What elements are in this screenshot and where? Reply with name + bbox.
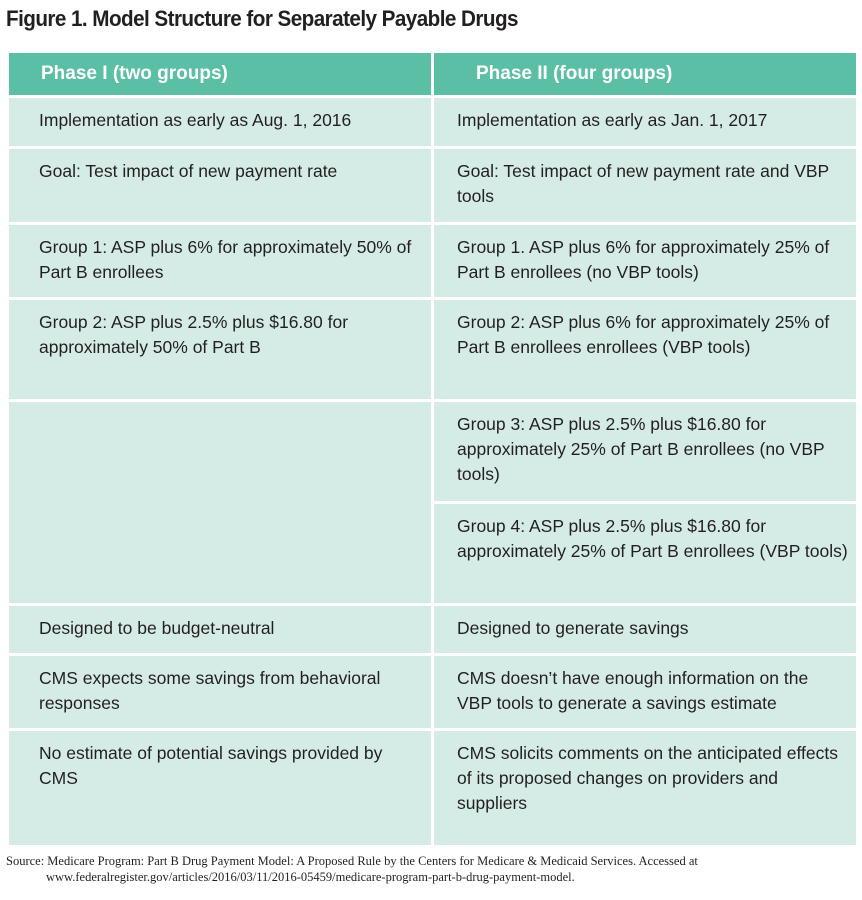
table-row: Group 3: ASP plus 2.5% plus $16.80 for a… <box>9 402 856 603</box>
phase-2-cell: Designed to generate savings <box>434 606 856 653</box>
table-row: Group 1: ASP plus 6% for approximately 5… <box>9 225 856 297</box>
phase-2-cell: Goal: Test impact of new payment rate an… <box>434 149 856 222</box>
header-phase-2: Phase II (four groups) <box>434 53 856 95</box>
phase-1-empty-cell <box>9 402 431 603</box>
header-phase-1: Phase I (two groups) <box>9 53 431 95</box>
phase-1-cell: No estimate of potential savings provide… <box>9 731 431 845</box>
table-row: Group 2: ASP plus 2.5% plus $16.80 for a… <box>9 300 856 399</box>
table-row: No estimate of potential savings provide… <box>9 731 856 845</box>
phase-1-cell: CMS expects some savings from behavioral… <box>9 656 431 728</box>
phase-1-cell: Designed to be budget-neutral <box>9 606 431 653</box>
phase-1-cell: Goal: Test impact of new payment rate <box>9 149 431 222</box>
phase-1-cell: Group 1: ASP plus 6% for approximately 5… <box>9 225 431 297</box>
phase-2-cell: Group 3: ASP plus 2.5% plus $16.80 for a… <box>434 402 856 501</box>
phase-2-cell: Group 4: ASP plus 2.5% plus $16.80 for a… <box>434 504 856 603</box>
table-row: Designed to be budget-neutral Designed t… <box>9 606 856 653</box>
comparison-table: Phase I (two groups) Phase II (four grou… <box>6 50 859 848</box>
phase-2-cell: Group 1. ASP plus 6% for approximately 2… <box>434 225 856 297</box>
phase-1-cell: Group 2: ASP plus 2.5% plus $16.80 for a… <box>9 300 431 399</box>
phase-2-cell: CMS doesn’t have enough information on t… <box>434 656 856 728</box>
phase-2-cell: CMS solicits comments on the anticipated… <box>434 731 856 845</box>
table-header-row: Phase I (two groups) Phase II (four grou… <box>9 53 856 95</box>
table-row: Group 4: ASP plus 2.5% plus $16.80 for a… <box>9 504 856 603</box>
figure-title: Figure 1. Model Structure for Separately… <box>6 6 519 31</box>
table-row: CMS expects some savings from behavioral… <box>9 656 856 728</box>
phase-2-cell: Group 2: ASP plus 6% for approximately 2… <box>434 300 856 399</box>
phase-2-cell: Implementation as early as Jan. 1, 2017 <box>434 98 856 146</box>
source-line-2: www.federalregister.gov/articles/2016/03… <box>46 870 575 884</box>
phase-1-cell: Implementation as early as Aug. 1, 2016 <box>9 98 431 146</box>
table-row: Implementation as early as Aug. 1, 2016 … <box>9 98 856 146</box>
source-line-1: Source: Medicare Program: Part B Drug Pa… <box>6 854 698 868</box>
source-note: Source: Medicare Program: Part B Drug Pa… <box>6 853 856 885</box>
table-row: Goal: Test impact of new payment rate Go… <box>9 149 856 222</box>
